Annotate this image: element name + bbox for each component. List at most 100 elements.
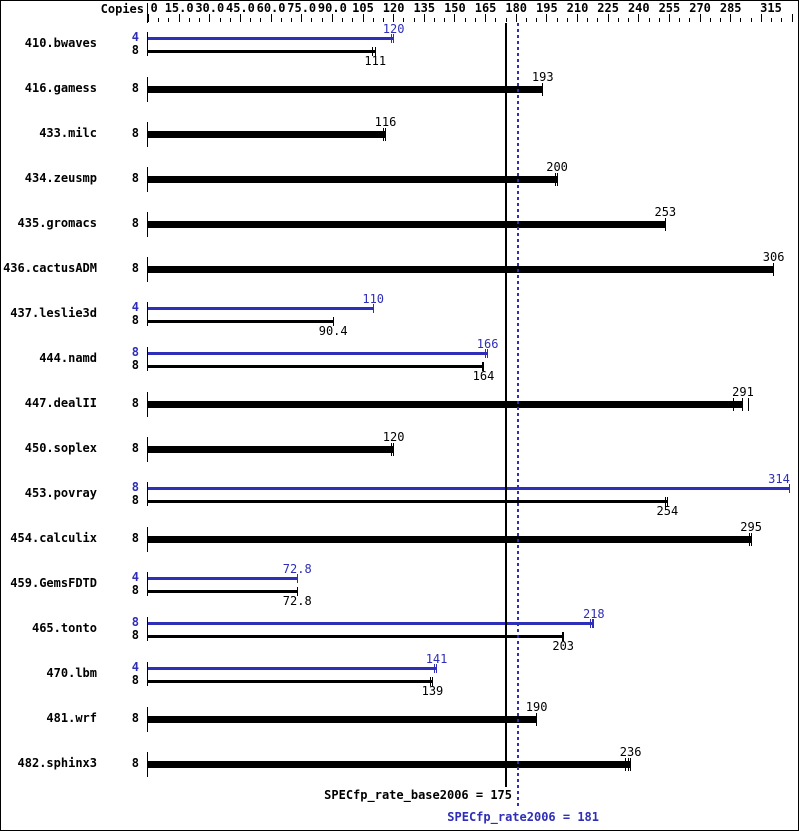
run-mark bbox=[556, 173, 558, 186]
axis-minor-tick bbox=[566, 18, 568, 22]
benchmark-label: 410.bwaves bbox=[24, 36, 97, 50]
axis-major-tick bbox=[331, 14, 333, 22]
value-label: 120 bbox=[382, 22, 405, 36]
copies-label: 8 bbox=[131, 81, 139, 95]
axis-minor-tick bbox=[536, 18, 538, 22]
axis-tick-label: 30.0 bbox=[195, 1, 225, 15]
run-mark bbox=[391, 443, 393, 456]
axis-minor-tick bbox=[720, 18, 721, 22]
run-mark bbox=[384, 128, 386, 141]
axis-minor-tick bbox=[679, 18, 681, 22]
run-mark bbox=[296, 574, 298, 583]
run-mark bbox=[750, 533, 752, 546]
run-mark bbox=[429, 677, 431, 686]
value-label: 90.4 bbox=[318, 324, 348, 338]
run-mark bbox=[554, 173, 556, 186]
axis-tick-label: 180 bbox=[505, 1, 528, 15]
axis-minor-tick bbox=[250, 18, 252, 22]
row-axis-tick bbox=[147, 347, 148, 371]
axis-major-tick bbox=[668, 14, 670, 22]
result-bar bbox=[148, 320, 334, 323]
copies-label: 8 bbox=[131, 43, 139, 57]
axis-minor-tick bbox=[434, 18, 435, 22]
value-label: 120 bbox=[382, 430, 405, 444]
run-mark bbox=[542, 83, 544, 96]
axis-minor-tick bbox=[771, 18, 773, 22]
value-label: 203 bbox=[552, 639, 575, 653]
result-bar bbox=[148, 352, 488, 355]
base-result-text: SPECfp_rate_base2006 = 175 bbox=[324, 788, 512, 802]
axis-minor-tick bbox=[556, 18, 558, 22]
benchmark-label: 435.gromacs bbox=[17, 216, 97, 230]
axis-major-tick bbox=[423, 14, 425, 22]
reference-line-peak bbox=[517, 23, 520, 807]
row-axis-tick bbox=[147, 572, 148, 596]
axis-minor-tick bbox=[403, 18, 405, 22]
axis-major-tick bbox=[791, 14, 793, 22]
value-label: 291 bbox=[732, 385, 754, 399]
copies-label: 8 bbox=[131, 261, 139, 275]
axis-separator-line bbox=[147, 3, 148, 23]
copies-label: 8 bbox=[131, 345, 139, 359]
row-axis-tick bbox=[147, 617, 148, 641]
run-mark bbox=[436, 664, 438, 673]
benchmark-label: 454.calculix bbox=[10, 531, 97, 545]
axis-tick-label: 255 bbox=[658, 1, 681, 15]
row-axis-tick bbox=[147, 662, 148, 686]
row-axis-tick bbox=[147, 212, 148, 237]
result-bar bbox=[148, 667, 437, 670]
copies-label: 8 bbox=[131, 171, 139, 185]
axis-minor-tick bbox=[382, 18, 384, 22]
row-axis-tick bbox=[147, 77, 148, 102]
run-mark bbox=[536, 713, 538, 726]
run-mark bbox=[593, 619, 595, 628]
value-label: 253 bbox=[654, 205, 677, 219]
axis-tick-label: 315 bbox=[760, 1, 782, 15]
axis-major-tick bbox=[760, 14, 762, 22]
axis-tick-label: 0 bbox=[150, 1, 158, 15]
result-bar bbox=[148, 221, 666, 228]
axis-tick-label: 210 bbox=[566, 1, 589, 15]
row-axis-tick bbox=[147, 527, 148, 552]
copies-label: 8 bbox=[131, 358, 139, 372]
axis-tick-label: 90.0 bbox=[317, 1, 347, 15]
run-mark bbox=[371, 47, 373, 56]
axis-minor-tick bbox=[342, 18, 344, 22]
axis-minor-tick bbox=[709, 18, 711, 22]
value-label: 72.8 bbox=[282, 594, 312, 608]
run-mark bbox=[485, 349, 487, 358]
result-bar bbox=[148, 131, 386, 138]
axis-minor-tick bbox=[740, 18, 742, 22]
result-bar bbox=[148, 716, 537, 723]
run-mark bbox=[482, 362, 483, 371]
axis-tick-label: 165 bbox=[474, 1, 497, 15]
benchmark-label: 434.zeusmp bbox=[24, 171, 97, 185]
axis-minor-tick bbox=[689, 18, 691, 22]
value-label: 141 bbox=[425, 652, 448, 666]
run-mark bbox=[742, 398, 744, 411]
axis-minor-tick bbox=[648, 18, 650, 22]
result-bar bbox=[148, 536, 752, 543]
axis-major-tick bbox=[546, 14, 548, 22]
axis-tick-label: 150 bbox=[444, 1, 466, 15]
value-label: 110 bbox=[362, 292, 385, 306]
benchmark-label: 482.sphinx3 bbox=[17, 756, 97, 770]
axis-minor-tick bbox=[781, 18, 783, 22]
result-bar bbox=[148, 577, 298, 580]
run-mark bbox=[590, 619, 592, 628]
result-bar bbox=[148, 622, 594, 625]
benchmark-label: 436.cactusADM bbox=[3, 261, 97, 275]
copies-label: 8 bbox=[131, 711, 139, 725]
axis-minor-tick bbox=[495, 18, 497, 22]
axis-minor-tick bbox=[444, 18, 446, 22]
copies-label: 8 bbox=[131, 756, 139, 770]
axis-minor-tick bbox=[525, 18, 527, 22]
row-axis-tick bbox=[147, 122, 148, 147]
copies-label: 8 bbox=[131, 313, 139, 327]
axis-minor-tick bbox=[260, 18, 262, 22]
axis-tick-label: 120 bbox=[382, 1, 405, 15]
run-mark bbox=[561, 632, 563, 641]
value-label: 306 bbox=[762, 250, 785, 264]
copies-column-header: Copies bbox=[100, 2, 144, 16]
run-mark bbox=[747, 398, 749, 411]
